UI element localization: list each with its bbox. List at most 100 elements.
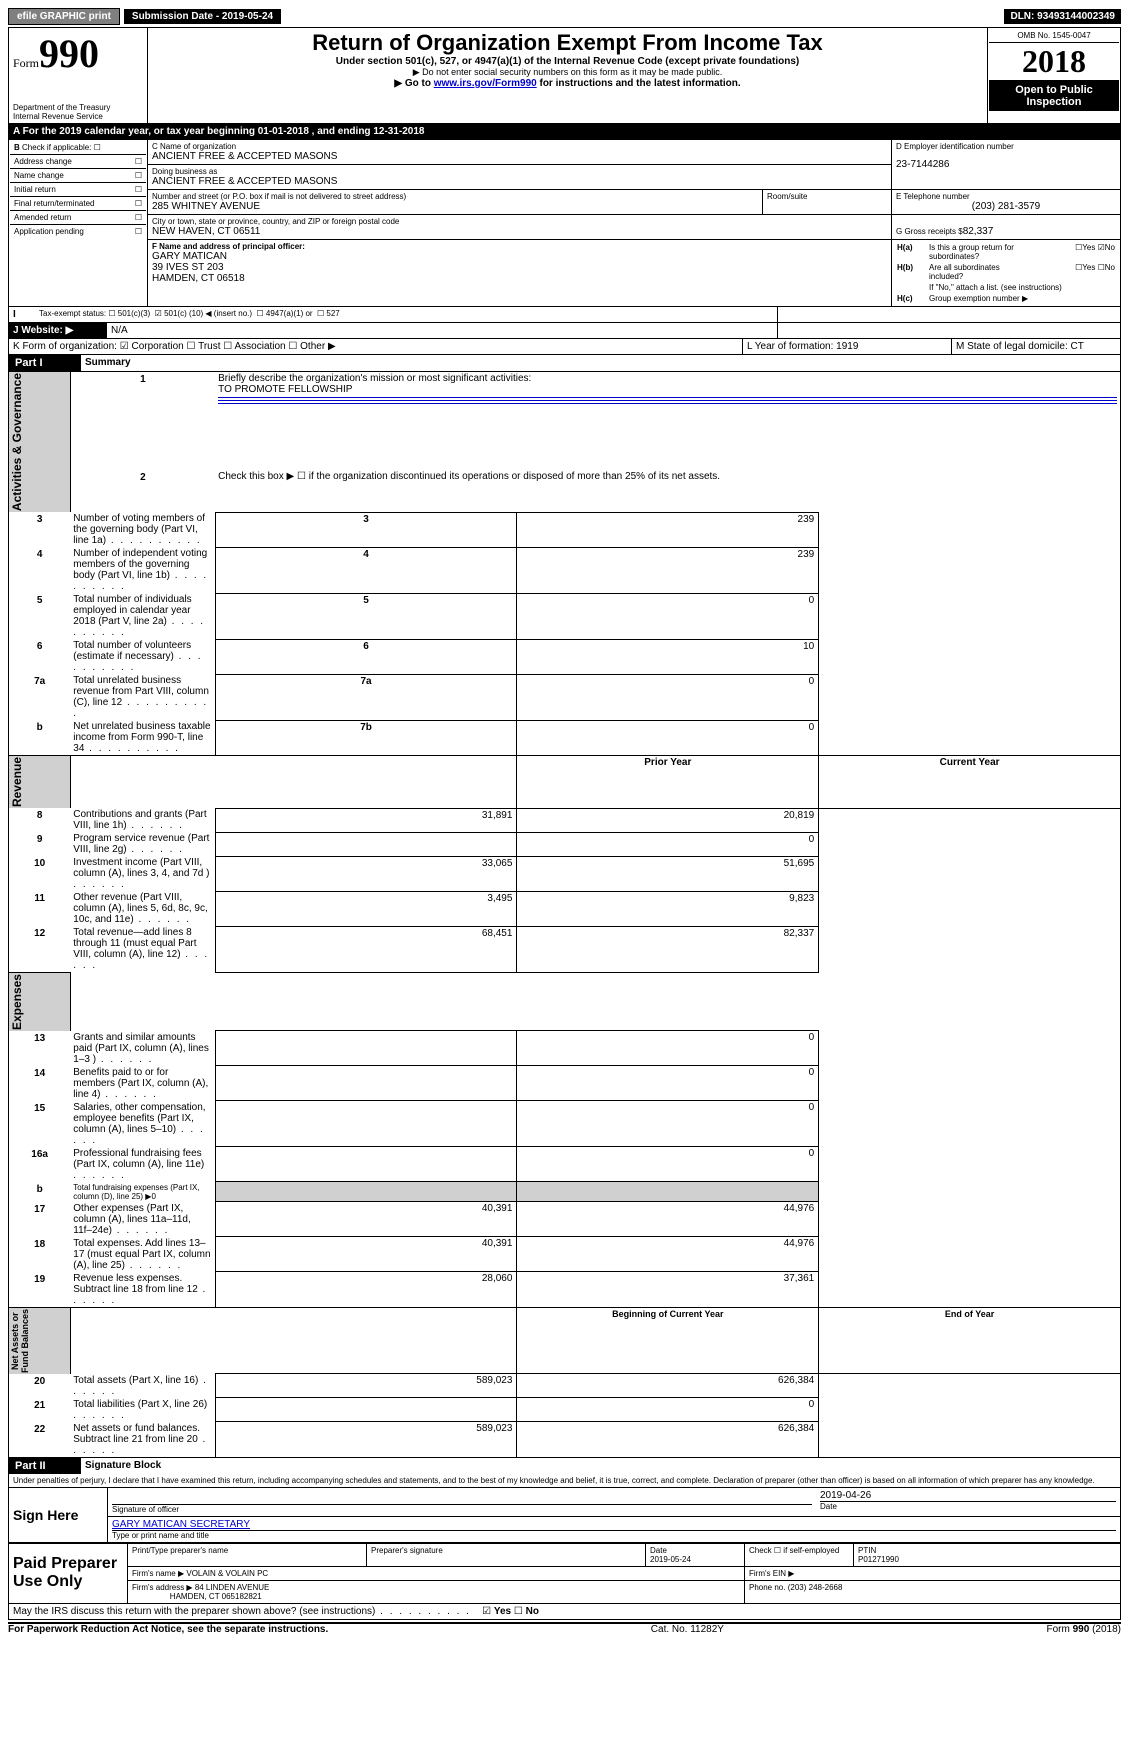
prior-value [215,1066,517,1101]
shaded-cell [215,1182,517,1202]
dba-value: ANCIENT FREE & ACCEPTED MASONS [152,176,887,187]
line-text: Professional fundraising fees (Part IX, … [70,1147,215,1182]
ha-label: Is this a group return for subordinates? [928,242,1034,262]
part1-table: Activities & Governance 1 Briefly descri… [8,371,1121,1458]
sign-here-block: Sign Here Signature of officer 2019-04-2… [8,1487,1121,1543]
line-text: Total number of volunteers (estimate if … [70,639,215,674]
prior-value: 589,023 [215,1374,517,1398]
f-label: F Name and address of principal officer: [152,242,305,251]
line-value: 239 [517,512,819,547]
m-label: M State of legal domicile: [956,341,1068,352]
form-number: 990 [39,31,99,76]
street-value: 285 WHITNEY AVENUE [152,201,758,212]
line-text: Other expenses (Part IX, column (A), lin… [70,1202,215,1237]
phone-label: Phone no. [749,1583,785,1592]
prior-value [215,1147,517,1182]
q2-label: Check this box ▶ ☐ if the organization d… [215,470,1120,512]
line-num: b [9,1182,71,1202]
part1-header: Part I Summary [8,355,1121,371]
hb-label: Are all subordinates included? [928,262,1034,282]
website-value: N/A [107,323,778,339]
line-text: Net assets or fund balances. Subtract li… [70,1422,215,1458]
current-value: 626,384 [517,1374,819,1398]
goto-prefix: ▶ Go to [394,78,433,89]
boc-header: Beginning of Current Year [517,1307,819,1374]
shaded-cell [517,1182,819,1202]
firm-ein-label: Firm's EIN ▶ [745,1566,1121,1580]
line-text: Contributions and grants (Part VIII, lin… [70,808,215,832]
b-checkbox-item: Application pending ☐ [10,224,146,238]
line-text: Total fundraising expenses (Part IX, col… [70,1182,215,1202]
irs-label: Internal Revenue Service [13,112,143,121]
line-value: 0 [517,720,819,756]
opt-501c-b: ) ◀ (insert no.) [201,309,253,318]
current-value: 20,819 [517,808,819,832]
opt-501c-num: 10 [192,309,201,318]
footer-form-prefix: Form [1047,1624,1073,1635]
sig-date: 2019-04-26 [820,1490,1116,1501]
line-text: Total liabilities (Part X, line 26) [70,1398,215,1422]
footer-form-num: 990 [1073,1624,1090,1635]
k-label: K Form of organization: [13,341,117,352]
k-corp: Corporation [131,341,183,352]
eoy-header: End of Year [819,1307,1121,1374]
officer-name-title[interactable]: GARY MATICAN SECRETARY [112,1519,1116,1530]
vert-activities: Activities & Governance [10,373,24,511]
current-value: 51,695 [517,856,819,891]
line-num: 12 [9,926,71,972]
opt-501c3: 501(c)(3) [118,309,150,318]
current-value: 0 [517,1147,819,1182]
top-bar: efile GRAPHIC print Submission Date - 20… [8,8,1121,25]
line-text: Total revenue—add lines 8 through 11 (mu… [70,926,215,972]
l-label: L Year of formation: [747,341,833,352]
line-num: 22 [9,1422,71,1458]
opt-4947: 4947(a)(1) or [266,309,313,318]
k-other: Other ▶ [300,341,335,352]
omb-number: OMB No. 1545-0047 [989,29,1119,43]
line-text: Revenue less expenses. Subtract line 18 … [70,1272,215,1308]
line-text: Total number of individuals employed in … [70,593,215,639]
g-label: G Gross receipts $ [896,227,963,236]
officer-city: HAMDEN, CT 06518 [152,273,887,284]
firm-addr2: HAMDEN, CT 065182821 [170,1592,262,1601]
line-num: 20 [9,1374,71,1398]
gross-receipts: 82,337 [963,226,994,237]
line-num: 19 [9,1272,71,1308]
line-value: 10 [517,639,819,674]
k-assoc: Association [234,341,285,352]
type-name-label: Type or print name and title [112,1530,1116,1540]
dept-label: Department of the Treasury [13,103,143,112]
yes-label2: Yes [1082,263,1095,272]
line-num: 21 [9,1398,71,1422]
city-value: NEW HAVEN, CT 06511 [152,226,887,237]
current-value: 9,823 [517,891,819,926]
b-checkbox-item: Address change ☐ [10,154,146,168]
firm-phone: (203) 248-2668 [788,1583,843,1592]
b-checkbox-item: Final return/terminated ☐ [10,196,146,210]
paid-label: Paid Preparer Use Only [9,1543,128,1603]
check-applicable: Check if applicable: [22,143,91,152]
line-box: 3 [215,512,517,547]
footer-left: For Paperwork Reduction Act Notice, see … [8,1624,328,1635]
line-text: Program service revenue (Part VIII, line… [70,832,215,856]
line-box: 5 [215,593,517,639]
line-text: Grants and similar amounts paid (Part IX… [70,1031,215,1066]
current-year-header: Current Year [819,756,1121,809]
irs-link[interactable]: www.irs.gov/Form990 [434,78,537,89]
line-text: Total assets (Part X, line 16) [70,1374,215,1398]
current-value: 82,337 [517,926,819,972]
line-j: J Website: ▶ N/A [8,323,1121,339]
ptin-val: P01271990 [858,1555,899,1564]
line-text: Benefits paid to or for members (Part IX… [70,1066,215,1101]
print-name-label: Print/Type preparer's name [128,1543,367,1566]
paid-date-label: Date [650,1546,667,1555]
c-label: C Name of organization [152,142,887,151]
q1-value: TO PROMOTE FELLOWSHIP [218,384,352,395]
line-num: 3 [9,512,71,547]
line-num: 8 [9,808,71,832]
prior-value [215,1398,517,1422]
efile-button[interactable]: efile GRAPHIC print [8,8,120,25]
line-num: 17 [9,1202,71,1237]
prior-value: 68,451 [215,926,517,972]
current-value: 0 [517,1101,819,1147]
